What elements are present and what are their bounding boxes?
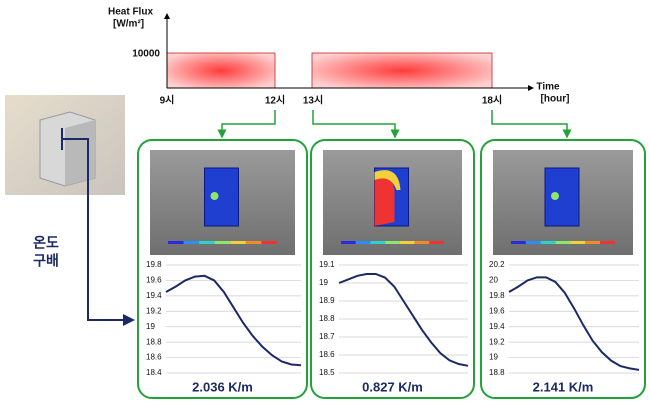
x-label: [hour] [541,94,570,105]
arrow [222,110,275,137]
x-tick: 9시 [160,95,175,107]
heat-period [312,53,492,88]
y-tick-label: 19.8 [146,260,162,269]
figure: Heat Flux [W/m²] 10000 Time [hour] 9시 12… [0,0,649,402]
color-bar [526,241,541,244]
y-tick-label: 20.2 [489,260,505,269]
y-tick-label: 19.4 [146,291,162,300]
arrow [492,110,567,137]
color-bar [385,241,400,244]
color-bar [585,241,600,244]
temperature-curve [509,277,639,370]
y-tick-label: 19.6 [489,306,505,315]
page: Heat Flux [W/m²] 10000 Time [hour] 9시 12… [0,0,649,402]
x-tick: 18시 [482,95,502,107]
color-bar [600,241,615,244]
y-tick-label: 19 [489,353,498,362]
gradient-value: 0.827 K/m [362,379,423,394]
y-tick-label: 19.2 [146,306,162,315]
color-bar [541,241,556,244]
y-tick-label: 18.8 [146,337,162,346]
color-bar [215,241,231,244]
color-bar [556,241,571,244]
y-tick-label: 18.6 [319,350,335,359]
y-tick-label: 18.8 [319,314,335,323]
color-bar [230,241,246,244]
y-tick-label: 18.5 [319,368,335,377]
y-label: Heat Flux [108,7,153,18]
heat-period [167,53,275,88]
color-bar [511,241,526,244]
y-tick-label: 19.8 [489,291,505,300]
y-tick: 10000 [132,49,160,60]
y-tick-label: 19 [146,322,155,331]
x-label: Time [536,82,560,93]
y-tick-label: 19.4 [489,322,505,331]
side-label: 구배 [33,253,59,269]
color-bar [246,241,262,244]
color-bar [199,241,215,244]
y-tick-label: 19 [319,278,328,287]
color-bar [570,241,585,244]
y-tick-label: 18.7 [319,332,335,341]
hot-region [375,176,395,226]
y-tick-label: 18.8 [489,368,505,377]
x-tick: 13시 [303,95,323,107]
y-tick-label: 19.2 [489,337,505,346]
side-label: 온도 [33,235,59,251]
gradient-value: 2.036 K/m [192,379,253,394]
hot-spot [551,192,559,200]
temperature-curve [339,274,468,366]
device [65,120,95,186]
y-tick-label: 19.1 [319,260,335,269]
model [545,168,579,226]
y-tick-label: 18.4 [146,368,162,377]
y-tick-label: 18.6 [146,353,162,362]
color-bar [261,241,277,244]
y-tick-label: 18.9 [319,296,335,305]
y-tick-label: 19.6 [146,276,162,285]
model [205,168,239,226]
color-bar [429,241,444,244]
arrow [313,110,395,137]
color-bar [415,241,430,244]
hot-spot [211,192,219,200]
y-label: [W/m²] [113,19,144,30]
color-bar [184,241,200,244]
temperature-curve [166,276,301,365]
color-bar [341,241,356,244]
gradient-value: 2.141 K/m [533,379,594,394]
color-bar [168,241,184,244]
color-bar [370,241,385,244]
x-tick: 12시 [265,95,285,107]
color-bar [356,241,371,244]
color-bar [400,241,415,244]
y-tick-label: 20 [489,276,498,285]
